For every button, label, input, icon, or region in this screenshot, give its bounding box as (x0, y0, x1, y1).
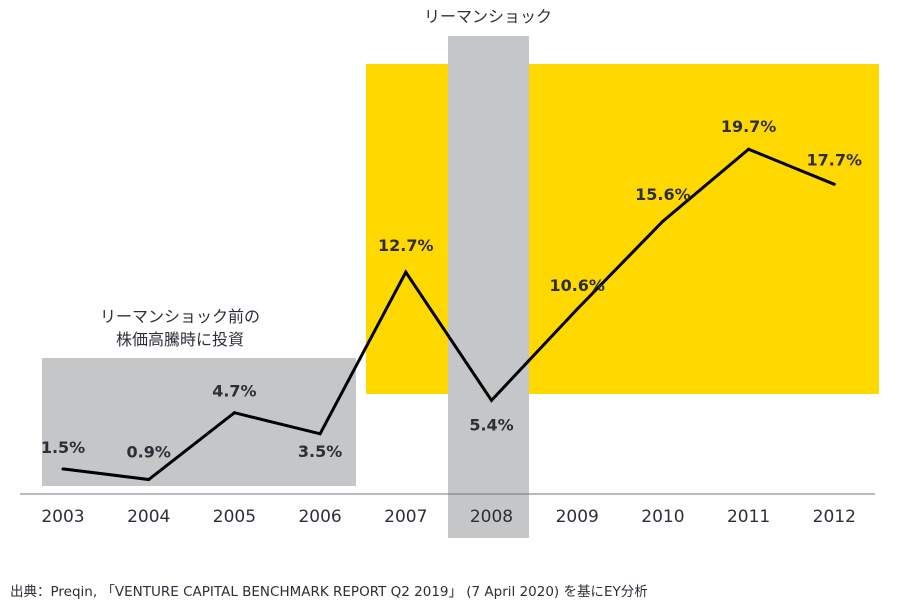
data-point-2006 (318, 432, 322, 436)
data-label-2003: 1.5% (41, 438, 85, 457)
data-point-2011 (747, 147, 751, 151)
data-point-2003 (61, 467, 65, 471)
data-point-2010 (661, 219, 665, 223)
x-tick-label-2012: 2012 (813, 507, 856, 527)
x-tick-label-2007: 2007 (384, 507, 427, 527)
x-tick-label-2008: 2008 (470, 507, 513, 527)
x-tick-label-2004: 2004 (127, 507, 170, 527)
x-tick-label-2011: 2011 (727, 507, 770, 527)
crisis-annotation: リーマンショック (424, 7, 552, 26)
line-chart: 2003 2004 2005 2006 2007 2008 2009 2010 2011 2012… (20, 7, 879, 538)
data-point-2009 (575, 307, 579, 311)
x-tick-label-2006: 2006 (298, 507, 341, 527)
data-point-2007 (404, 270, 408, 274)
data-label-2010: 15.6% (635, 185, 691, 204)
data-point-2008 (490, 398, 493, 402)
x-tick-label-2010: 2010 (641, 507, 684, 527)
data-point-2005 (232, 411, 236, 415)
data-label-2007: 12.7% (378, 236, 434, 255)
x-tick-label-2003: 2003 (41, 507, 84, 527)
data-label-2012: 17.7% (807, 150, 863, 169)
data-label-2004: 0.9% (127, 442, 171, 461)
pre-crisis-band (42, 358, 356, 486)
data-label-2008: 5.4% (469, 415, 513, 434)
pre-crisis-annotation-line2: 株価高騰時に投資 (116, 330, 244, 349)
pre-crisis-annotation-line1: リーマンショック前の (100, 307, 260, 326)
x-tick-label-2005: 2005 (213, 507, 256, 527)
x-tick-label-2009: 2009 (556, 507, 599, 527)
data-label-2006: 3.5% (298, 442, 342, 461)
data-label-2011: 19.7% (721, 117, 777, 136)
series-line (62, 147, 835, 482)
data-point-2012 (832, 182, 836, 186)
crisis-band-2008 (448, 36, 529, 538)
data-label-2009: 10.6% (549, 276, 605, 295)
post-crisis-highlight-band (366, 64, 879, 394)
source-note: 出典：Preqin, 「VENTURE CAPITAL BENCHMARK RE… (10, 584, 648, 600)
data-label-2005: 4.7% (212, 382, 256, 401)
data-point-2004 (147, 477, 151, 481)
